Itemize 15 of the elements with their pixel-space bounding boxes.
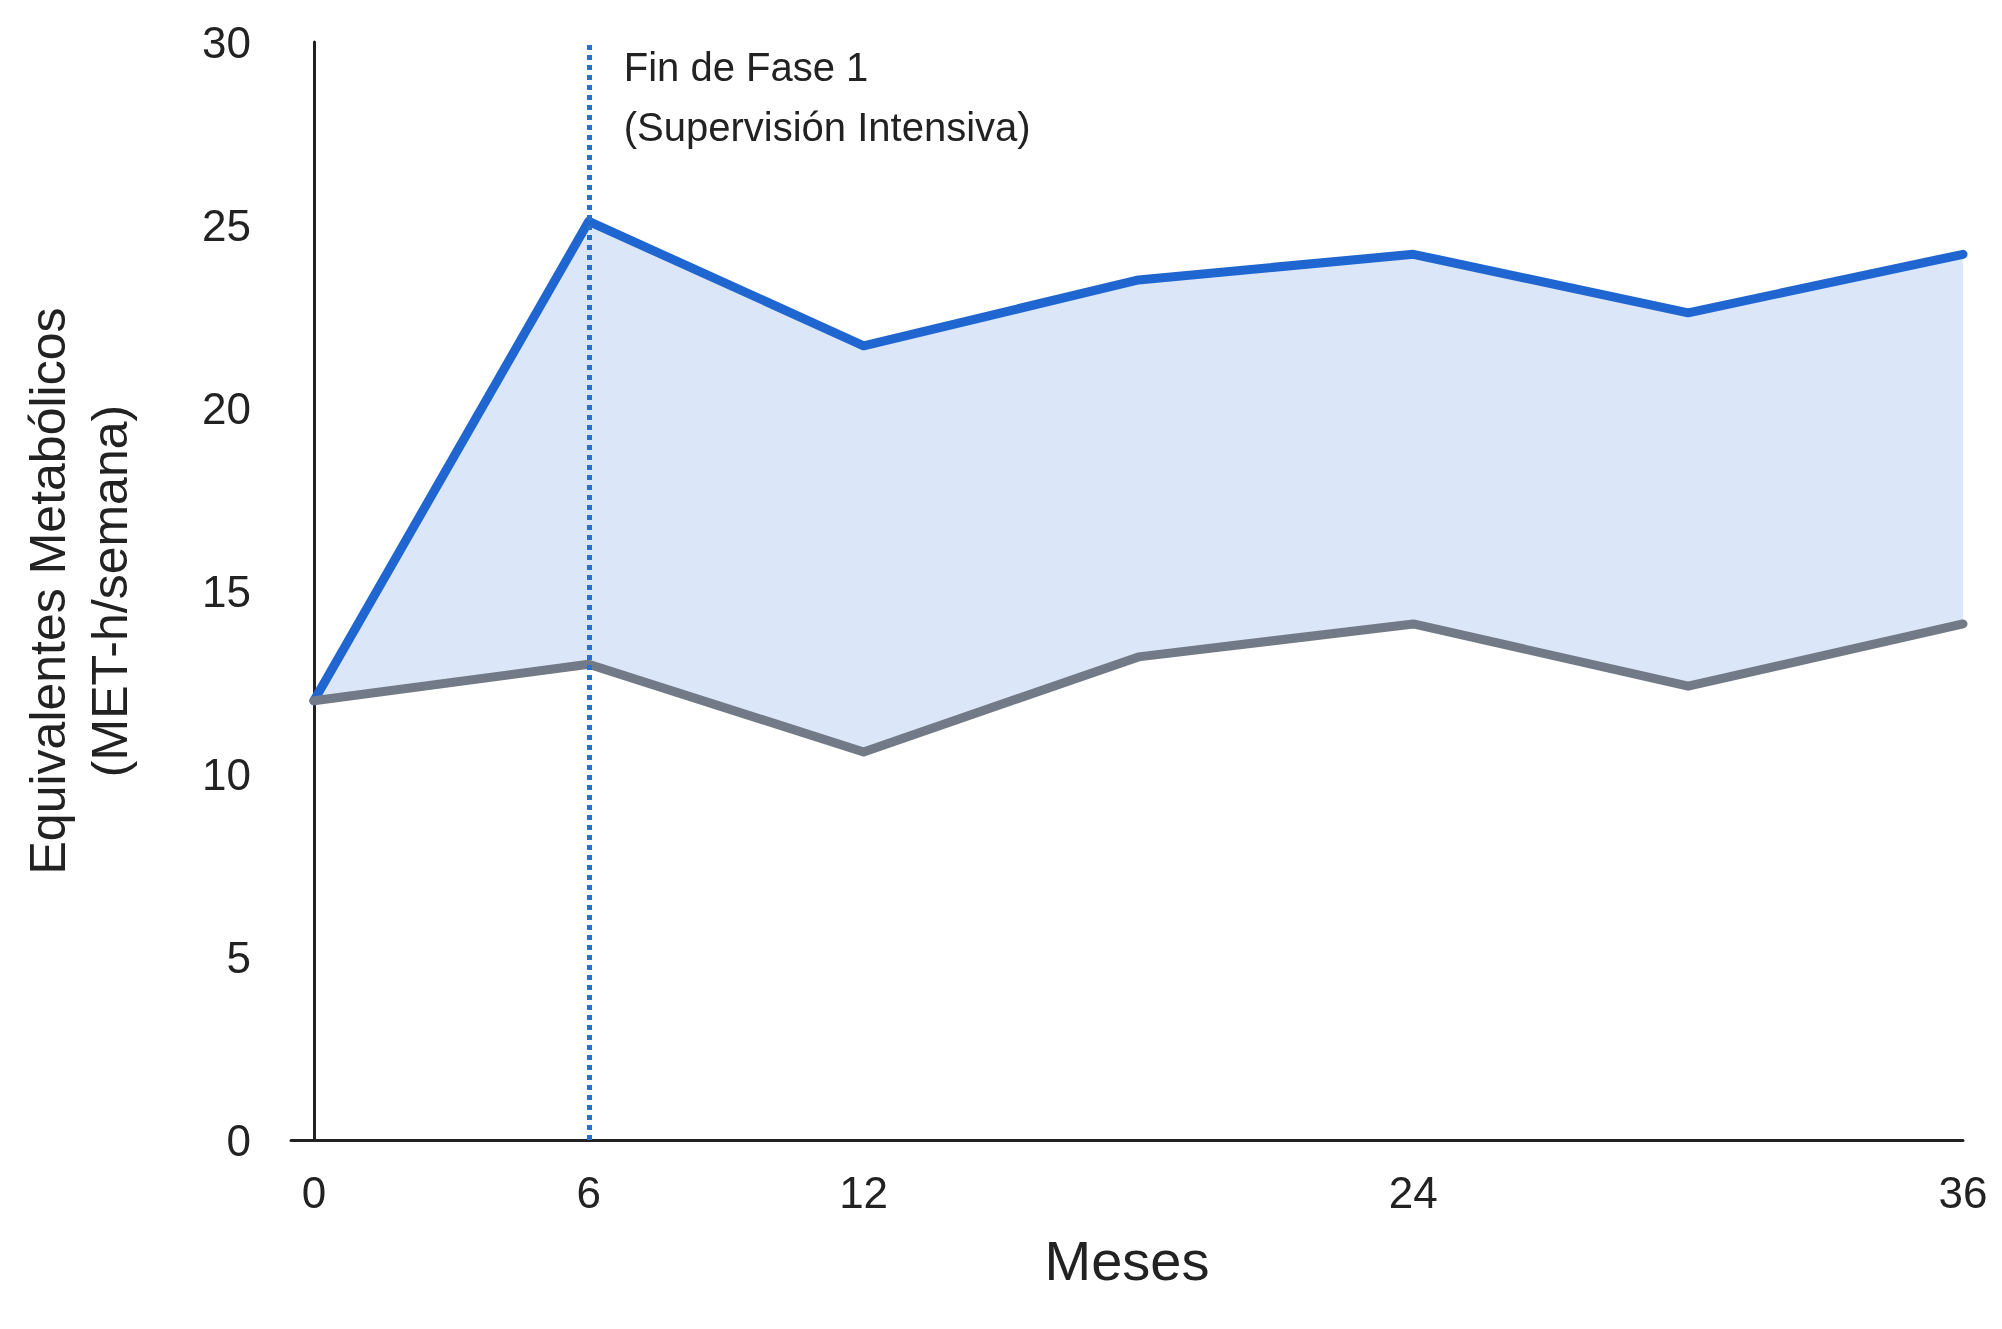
y-tick-label: 10 (202, 749, 251, 799)
y-tick-label: 0 (226, 1115, 251, 1165)
x-tick-label: 12 (839, 1167, 889, 1217)
y-tick-label: 5 (226, 932, 251, 982)
y-tick-label: 15 (202, 566, 251, 616)
y-axis-title: Equivalentes Metabólicos (MET-h/semana) (20, 307, 138, 875)
ref-line-label: Fin de Fase 1 (Supervisión Intensiva) (623, 45, 1031, 149)
y-tick-label: 20 (202, 383, 251, 433)
x-axis-title: Meses (1044, 1228, 1210, 1292)
y-tick-label: 30 (202, 17, 251, 67)
x-tick-label: 24 (1388, 1167, 1438, 1217)
x-tick-label: 36 (1938, 1167, 1988, 1217)
x-tick-label: 6 (576, 1167, 601, 1217)
x-tick-label: 0 (301, 1167, 327, 1217)
y-tick-label: 25 (202, 200, 251, 250)
